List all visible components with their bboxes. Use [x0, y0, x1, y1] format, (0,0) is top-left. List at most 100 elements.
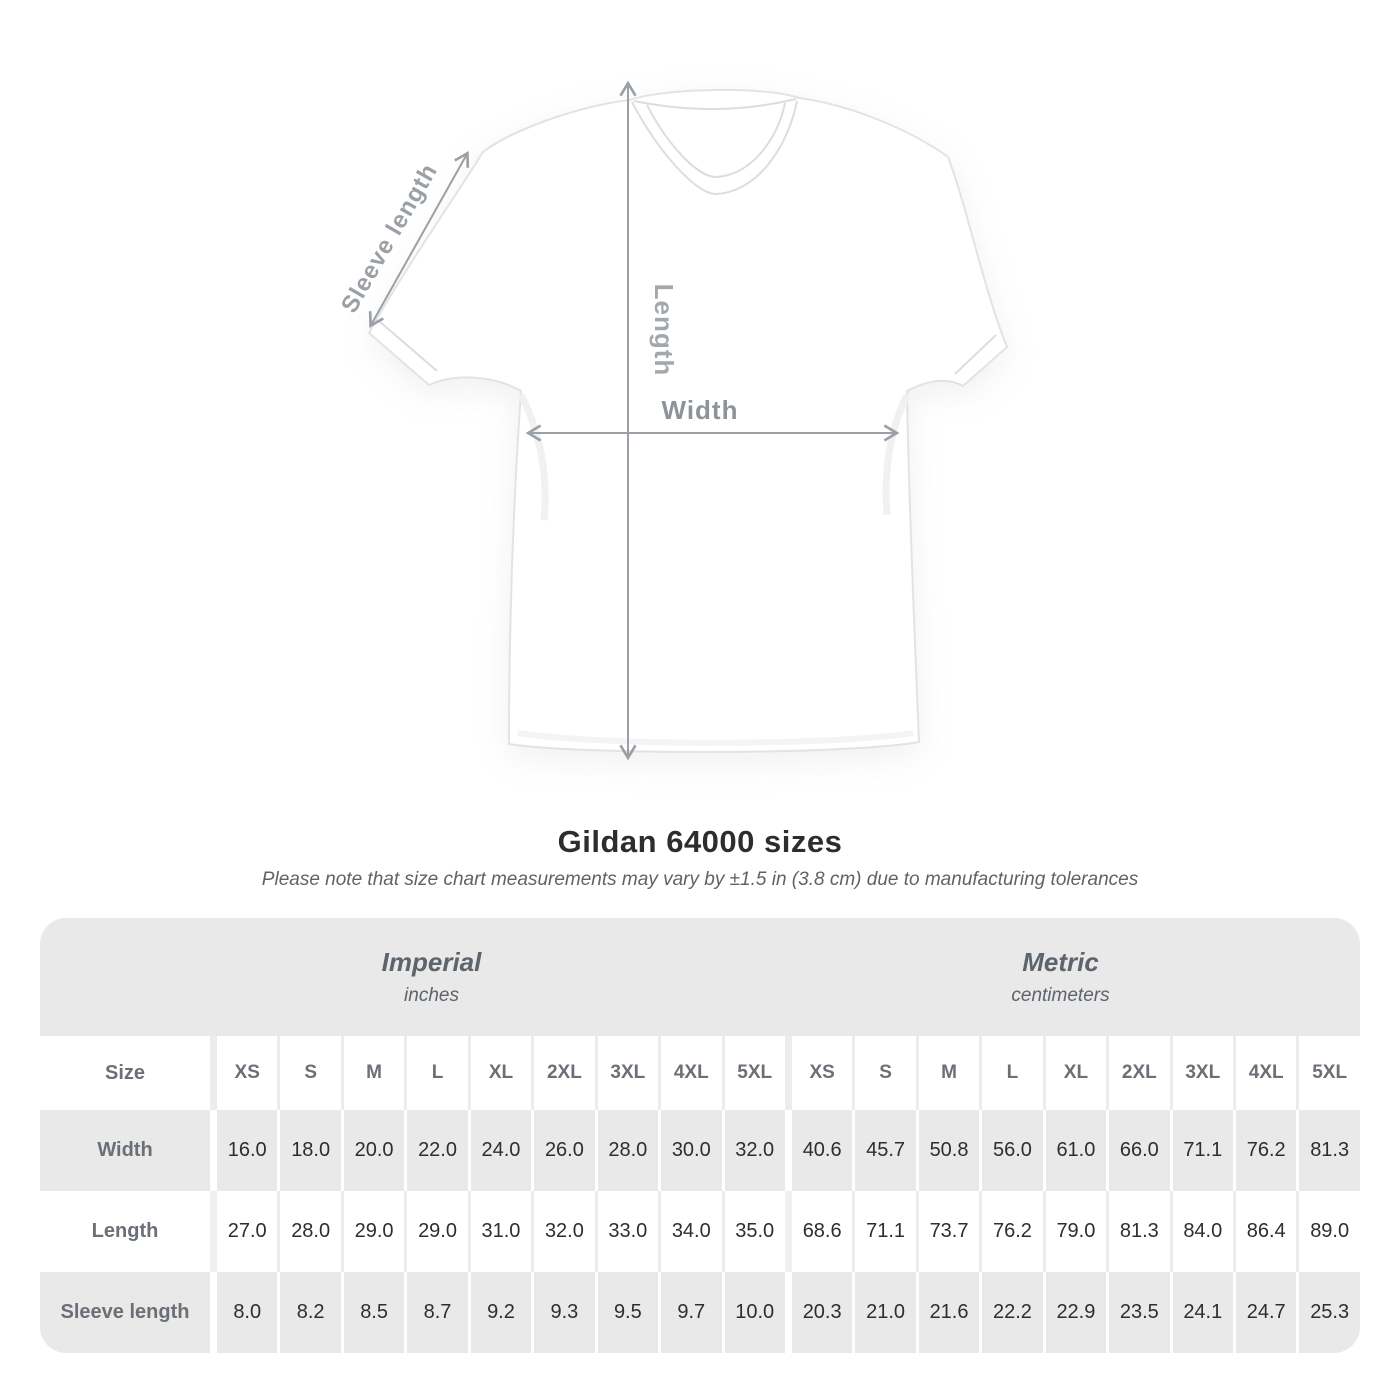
sleeve-length-value: 22.9: [1042, 1272, 1106, 1353]
size-table: Imperial inches Metric centimeters Size …: [40, 918, 1360, 1353]
size-col-header: XL: [467, 1036, 531, 1110]
size-col-header: 3XL: [594, 1036, 658, 1110]
sleeve-length-value: 8.2: [277, 1272, 340, 1353]
sleeve-length-value: 20.3: [784, 1272, 852, 1353]
size-col-header: M: [915, 1036, 979, 1110]
sleeve-length-arrow: [368, 151, 470, 328]
hem-shadow: [517, 730, 914, 746]
size-col-header: XL: [1042, 1036, 1106, 1110]
length-value: 73.7: [915, 1191, 979, 1272]
length-value: 29.0: [340, 1191, 404, 1272]
size-col-header: 4XL: [658, 1036, 721, 1110]
width-value: 50.8: [915, 1110, 979, 1191]
sleeve-length-value: 8.7: [404, 1272, 467, 1353]
metric-title: Metric: [1022, 947, 1099, 977]
size-col-header: 2XL: [1106, 1036, 1169, 1110]
length-value: 28.0: [277, 1191, 340, 1272]
width-value: 16.0: [210, 1110, 277, 1191]
sleeve-length-row: Sleeve length 8.0 8.2 8.5 8.7 9.2 9.3 9.…: [40, 1272, 1360, 1353]
sleeve-length-value: 9.7: [658, 1272, 721, 1353]
imperial-unit: inches: [404, 985, 459, 1006]
length-value: 33.0: [594, 1191, 658, 1272]
length-value: 76.2: [979, 1191, 1042, 1272]
length-value: 81.3: [1106, 1191, 1169, 1272]
left-cuff-seam: [379, 321, 438, 372]
width-value: 61.0: [1042, 1110, 1106, 1191]
sleeve-length-value: 9.5: [594, 1272, 658, 1353]
length-value: 32.0: [531, 1191, 594, 1272]
sleeve-length-value: 8.0: [210, 1272, 277, 1353]
metric-unit: centimeters: [1011, 985, 1110, 1006]
tshirt-graphic: [367, 88, 1009, 754]
length-value: 86.4: [1233, 1191, 1296, 1272]
width-value: 20.0: [340, 1110, 404, 1191]
sleeve-length-value: 25.3: [1296, 1272, 1359, 1353]
length-value: 34.0: [658, 1191, 721, 1272]
page-title: Gildan 64000 sizes: [557, 824, 843, 859]
sleeve-length-value: 24.1: [1169, 1272, 1233, 1353]
width-value: 66.0: [1106, 1110, 1169, 1191]
length-value: 71.1: [852, 1191, 915, 1272]
right-cuff-seam: [954, 334, 997, 375]
size-col-header: S: [277, 1036, 340, 1110]
right-armpit-fold: [882, 393, 911, 516]
collar-back-line: [633, 98, 797, 111]
size-col-header: L: [404, 1036, 467, 1110]
unit-header-row: Imperial inches Metric centimeters: [40, 918, 1360, 1036]
width-value: 26.0: [531, 1110, 594, 1191]
sleeve-length-value: 21.0: [852, 1272, 915, 1353]
sleeve-length-value: 9.2: [467, 1272, 531, 1353]
sleeve-length-value: 9.3: [531, 1272, 594, 1353]
length-value: 31.0: [467, 1191, 531, 1272]
width-value: 24.0: [467, 1110, 531, 1191]
width-value: 76.2: [1233, 1110, 1296, 1191]
length-row-label: Length: [91, 1220, 159, 1242]
page-subtitle: Please note that size chart measurements…: [261, 869, 1139, 890]
size-col-header: 2XL: [531, 1036, 594, 1110]
sleeve-length-value: 23.5: [1106, 1272, 1169, 1353]
sleeve-length-value: 24.7: [1233, 1272, 1296, 1353]
length-value: 35.0: [721, 1191, 785, 1272]
size-col-header: 5XL: [1296, 1036, 1359, 1110]
size-col-header: M: [340, 1036, 404, 1110]
collar-inner-line: [646, 102, 786, 179]
width-value: 32.0: [721, 1110, 785, 1191]
size-col-header: S: [852, 1036, 915, 1110]
sleeve-length-value: 8.5: [340, 1272, 404, 1353]
length-value: 29.0: [404, 1191, 467, 1272]
length-label: Length: [649, 284, 679, 377]
length-value: 79.0: [1042, 1191, 1106, 1272]
metric-header: Metric centimeters: [785, 918, 1360, 1036]
width-row: Width 16.0 18.0 20.0 22.0 24.0 26.0 28.0…: [40, 1110, 1360, 1191]
imperial-header: Imperial inches: [40, 918, 785, 1036]
length-value: 68.6: [784, 1191, 852, 1272]
size-col-header: L: [979, 1036, 1042, 1110]
width-value: 22.0: [404, 1110, 467, 1191]
size-col-header: XS: [210, 1036, 277, 1110]
sleeve-length-value: 10.0: [721, 1272, 785, 1353]
size-col-header: 4XL: [1233, 1036, 1296, 1110]
size-row-label: Size: [104, 1061, 146, 1084]
imperial-title: Imperial: [381, 947, 482, 977]
width-value: 45.7: [852, 1110, 915, 1191]
sleeve-length-row-label: Sleeve length: [60, 1301, 190, 1323]
sleeve-length-value: 22.2: [979, 1272, 1042, 1353]
width-value: 71.1: [1169, 1110, 1233, 1191]
size-col-header: XS: [784, 1036, 852, 1110]
width-value: 30.0: [658, 1110, 721, 1191]
width-value: 81.3: [1296, 1110, 1359, 1191]
length-value: 84.0: [1169, 1191, 1233, 1272]
length-value: 27.0: [210, 1191, 277, 1272]
width-row-label: Width: [97, 1139, 153, 1161]
left-armpit-fold: [517, 393, 549, 521]
size-col-header: 5XL: [721, 1036, 785, 1110]
size-col-header: 3XL: [1169, 1036, 1233, 1110]
tshirt-measurement-diagram: Width Length Sleeve length: [336, 80, 1009, 761]
length-row: Length 27.0 28.0 29.0 29.0 31.0 32.0 33.…: [40, 1191, 1360, 1272]
width-label: Width: [662, 395, 739, 425]
collar-outer-line: [631, 100, 798, 196]
width-value: 18.0: [277, 1110, 340, 1191]
sleeve-length-value: 21.6: [915, 1272, 979, 1353]
length-value: 89.0: [1296, 1191, 1359, 1272]
width-value: 28.0: [594, 1110, 658, 1191]
